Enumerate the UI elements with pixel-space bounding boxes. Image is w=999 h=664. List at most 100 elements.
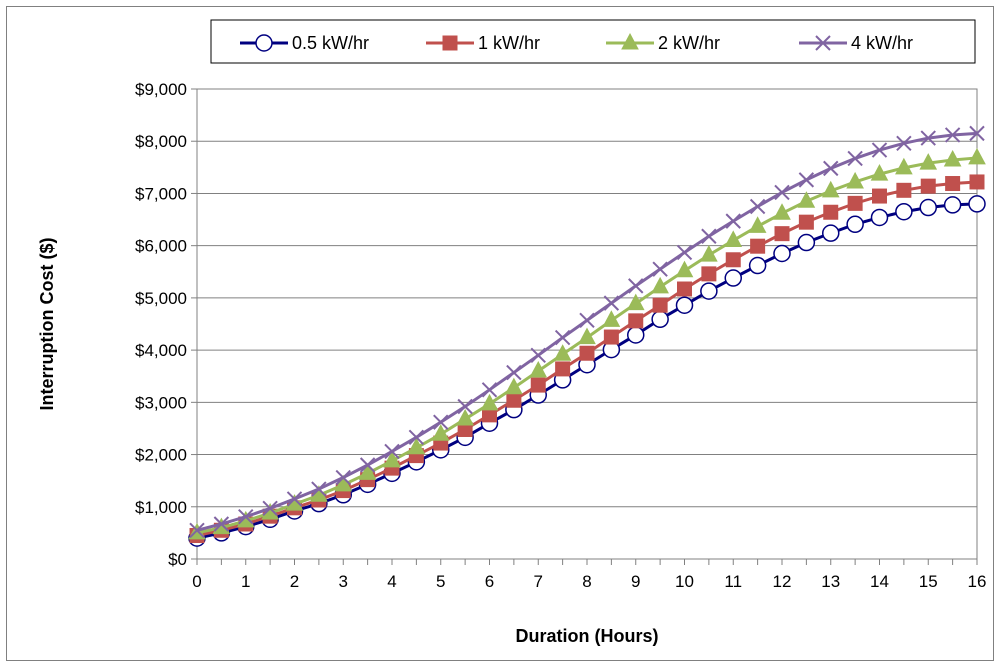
y-tick-label: $8,000 [135, 132, 187, 151]
data-point [359, 457, 376, 473]
data-point [529, 360, 548, 378]
y-tick-label: $2,000 [135, 446, 187, 465]
data-point [506, 392, 522, 408]
x-tick-label: 6 [485, 572, 494, 591]
data-point [748, 256, 767, 275]
data-point [358, 463, 377, 480]
data-point [701, 228, 717, 244]
data-point [895, 157, 913, 175]
data-point [846, 171, 864, 189]
series-3 [188, 147, 986, 540]
x-axis-title: Duration (Hours) [516, 626, 659, 646]
legend-label: 4 kW/hr [851, 33, 913, 53]
data-point [602, 310, 621, 327]
legend-label: 1 kW/hr [478, 33, 540, 53]
data-point [626, 293, 645, 311]
x-axis-ticks: 0 1 2 3 4 5 6 7 8 9 10 11 12 13 14 15 16 [192, 559, 986, 591]
data-point [505, 377, 523, 395]
y-tick-label: $9,000 [135, 80, 187, 99]
data-point [870, 164, 889, 181]
data-point [554, 329, 571, 346]
data-point [750, 238, 766, 254]
data-point [676, 244, 693, 261]
x-tick-label: 8 [582, 572, 591, 591]
x-tick-label: 10 [675, 572, 694, 591]
data-point [407, 437, 426, 455]
data-point [603, 329, 619, 345]
data-point [311, 481, 327, 497]
data-point [579, 312, 595, 329]
data-point [725, 213, 741, 229]
data-point [553, 344, 572, 361]
x-tick-label: 16 [968, 572, 987, 591]
legend-marker [255, 34, 273, 52]
x-tick-label: 12 [773, 572, 792, 591]
y-tick-label: $4,000 [135, 341, 187, 360]
data-point [943, 149, 962, 167]
data-point [870, 208, 889, 227]
data-point [628, 278, 644, 294]
data-point [798, 172, 815, 188]
legend-entry: 4 kW/hr [799, 33, 913, 53]
data-point [969, 125, 985, 142]
data-point [456, 408, 474, 426]
data-point [944, 127, 961, 143]
data-point [823, 160, 839, 177]
data-point [895, 202, 913, 221]
data-point [238, 508, 254, 525]
data-point [262, 500, 278, 517]
x-tick-label: 13 [821, 572, 840, 591]
y-tick-label: $3,000 [135, 393, 187, 412]
data-point [530, 377, 546, 393]
x-tick-label: 9 [631, 572, 640, 591]
series-4 [189, 125, 985, 538]
data-point [919, 198, 937, 217]
data-point [334, 474, 353, 492]
data-point [627, 326, 645, 344]
legend-box [210, 19, 976, 64]
data-point [846, 215, 864, 234]
legend-label: 2 kW/hr [658, 33, 720, 53]
y-tick-label: $7,000 [135, 184, 187, 203]
data-point [821, 180, 840, 198]
legend-entry: 1 kW/hr [426, 33, 540, 53]
data-point [481, 382, 498, 398]
data-point [579, 345, 595, 361]
data-point [700, 245, 718, 262]
data-point [798, 214, 814, 230]
data-point [652, 297, 668, 313]
data-point [335, 469, 351, 486]
data-point [748, 216, 767, 233]
data-point [651, 276, 669, 294]
data-point [920, 130, 936, 146]
legend-marker [442, 35, 458, 51]
legend-label: 0.5 kW/hr [292, 33, 369, 53]
data-point [431, 424, 450, 441]
data-point [675, 296, 694, 314]
data-point [945, 176, 961, 192]
data-point [286, 491, 303, 507]
data-point [774, 184, 790, 201]
x-tick-label: 15 [919, 572, 938, 591]
data-point [749, 198, 766, 215]
data-point [822, 224, 840, 242]
data-point [774, 226, 790, 242]
data-point [797, 191, 816, 208]
data-point [724, 269, 742, 287]
data-point [433, 414, 449, 430]
data-point [651, 310, 669, 329]
x-tick-label: 14 [870, 572, 889, 591]
series-group [188, 125, 986, 547]
data-point [189, 522, 205, 538]
y-tick-label: $5,000 [135, 289, 187, 308]
x-tick-label: 2 [290, 572, 299, 591]
data-point [555, 361, 571, 377]
data-point [823, 204, 839, 220]
x-tick-label: 3 [339, 572, 348, 591]
data-point [578, 327, 596, 345]
legend: 0.5 kW/hr 1 kW/hr 2 kW/hr 4 kW/hr [240, 32, 913, 53]
data-point [872, 188, 887, 204]
data-point [480, 393, 499, 411]
data-point [968, 147, 986, 165]
data-point [969, 174, 985, 190]
